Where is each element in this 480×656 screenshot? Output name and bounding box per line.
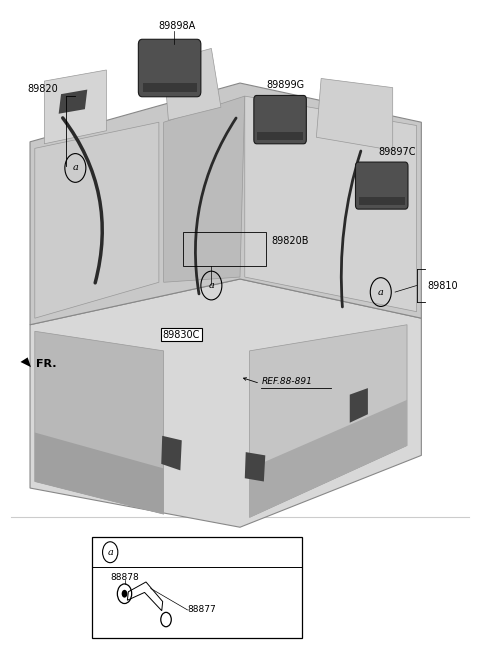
- Polygon shape: [245, 96, 417, 312]
- FancyBboxPatch shape: [356, 162, 408, 209]
- Polygon shape: [143, 83, 197, 92]
- Text: a: a: [107, 548, 113, 557]
- Polygon shape: [44, 70, 107, 144]
- Text: 89899G: 89899G: [266, 79, 304, 90]
- Polygon shape: [35, 432, 164, 514]
- Text: a: a: [378, 287, 384, 297]
- Text: 88877: 88877: [188, 605, 216, 614]
- Polygon shape: [350, 388, 368, 422]
- Circle shape: [121, 590, 127, 598]
- Text: 89830C: 89830C: [163, 330, 200, 340]
- FancyBboxPatch shape: [92, 537, 302, 638]
- Polygon shape: [59, 90, 87, 113]
- Polygon shape: [30, 279, 421, 527]
- Text: 89810: 89810: [427, 281, 458, 291]
- Text: 89820B: 89820B: [271, 236, 309, 247]
- Polygon shape: [35, 331, 164, 514]
- Polygon shape: [164, 49, 221, 120]
- FancyBboxPatch shape: [254, 96, 306, 144]
- Polygon shape: [161, 436, 182, 470]
- Text: 89897C: 89897C: [378, 147, 416, 157]
- Text: a: a: [208, 281, 214, 290]
- Polygon shape: [21, 358, 31, 367]
- Text: 88878: 88878: [110, 573, 139, 582]
- Polygon shape: [316, 79, 393, 150]
- Polygon shape: [257, 132, 303, 140]
- Polygon shape: [35, 122, 159, 318]
- Text: a: a: [72, 163, 78, 173]
- Text: 89898A: 89898A: [159, 21, 196, 31]
- Polygon shape: [250, 325, 407, 518]
- Text: REF.88-891: REF.88-891: [262, 377, 312, 386]
- Polygon shape: [359, 197, 405, 205]
- Polygon shape: [245, 452, 265, 482]
- FancyBboxPatch shape: [138, 39, 201, 96]
- Polygon shape: [30, 83, 421, 325]
- Text: FR.: FR.: [36, 359, 56, 369]
- Polygon shape: [250, 400, 407, 518]
- Text: 89820: 89820: [28, 83, 59, 94]
- Polygon shape: [164, 96, 245, 282]
